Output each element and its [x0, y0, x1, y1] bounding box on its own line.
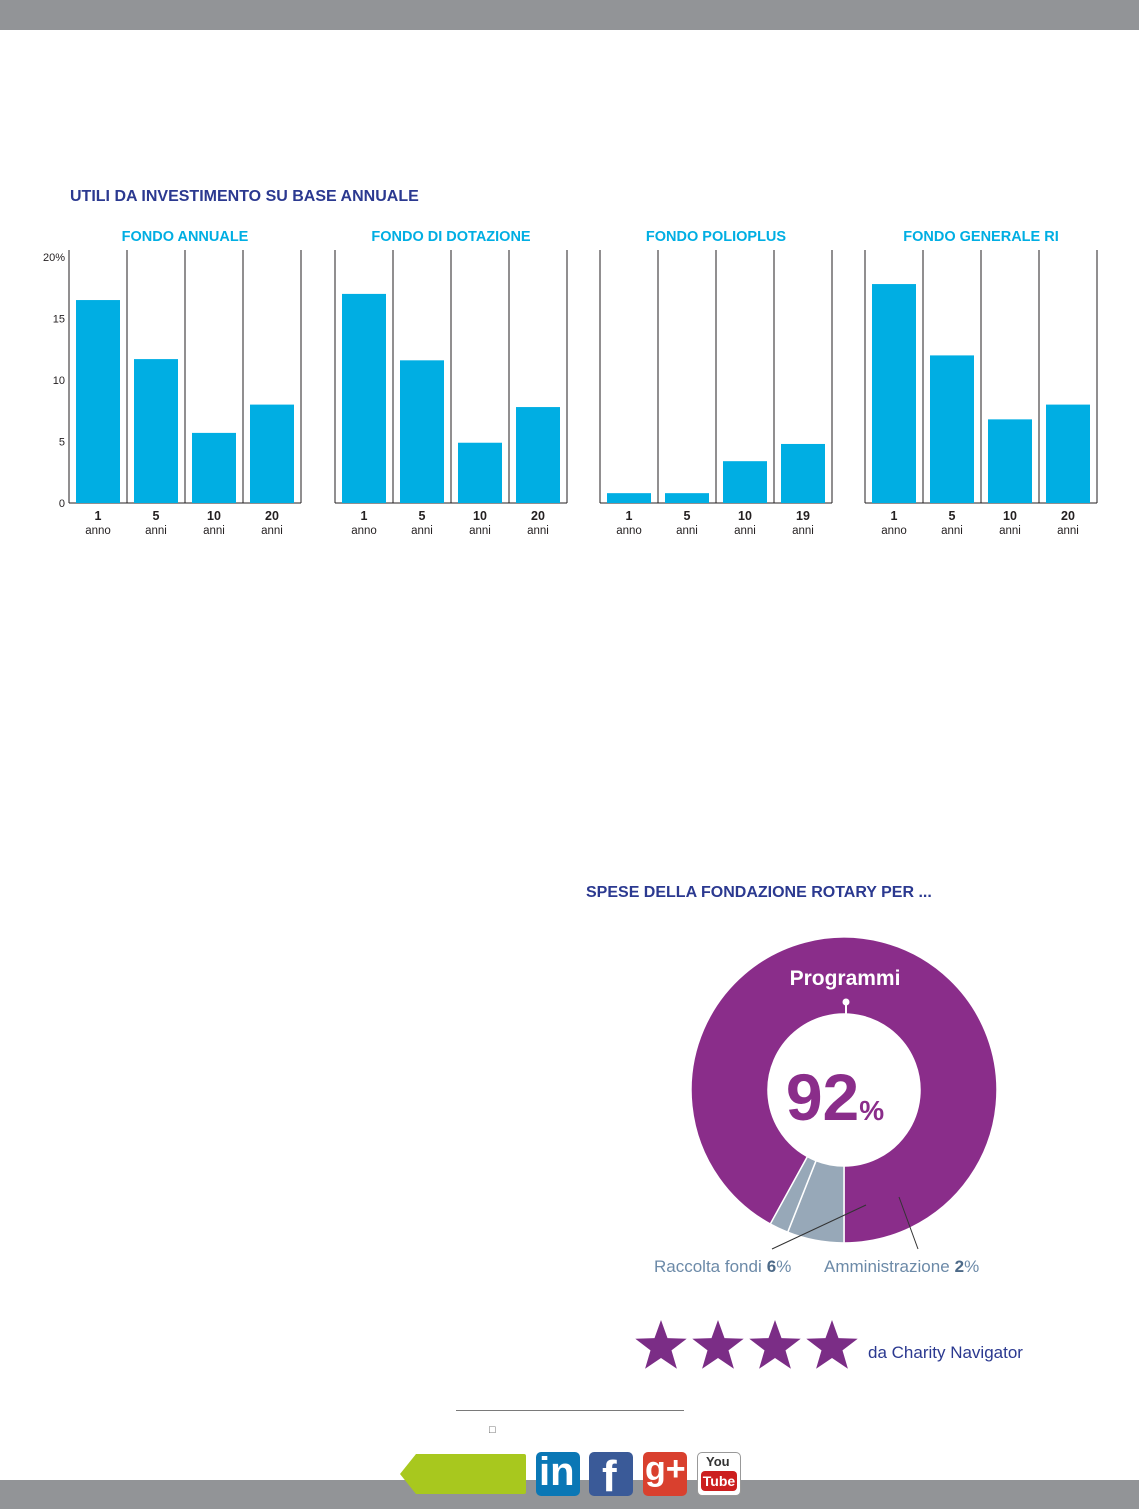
- x-tick-label: 5: [153, 509, 160, 523]
- bar: [988, 419, 1032, 503]
- raccolta-text: Raccolta fondi: [654, 1257, 762, 1276]
- x-tick-label: 20: [265, 509, 279, 523]
- x-tick-unit: anno: [616, 525, 642, 537]
- x-tick-label: 10: [207, 509, 221, 523]
- amministrazione-value: 2: [955, 1257, 964, 1276]
- rating-text: da Charity Navigator: [868, 1343, 1023, 1362]
- group-title: FONDO DI DOTAZIONE: [371, 229, 531, 245]
- footer-marker: □: [489, 1424, 496, 1436]
- star-icon: [635, 1320, 687, 1369]
- group-title: FONDO POLIOPLUS: [646, 229, 787, 245]
- x-tick-label: 1: [626, 509, 633, 523]
- x-tick-label: 5: [684, 509, 691, 523]
- slice-programmi: [690, 936, 998, 1244]
- donut-center-value: 92%: [786, 1060, 884, 1134]
- center-percent: %: [859, 1095, 884, 1126]
- amministrazione-percent: %: [964, 1257, 979, 1276]
- bar: [192, 432, 236, 503]
- youtube-top-text: You: [706, 1454, 730, 1469]
- label-programmi: Programmi: [790, 967, 901, 990]
- bar: [665, 493, 709, 503]
- x-tick-label: 10: [738, 509, 752, 523]
- x-tick-label: 10: [1003, 509, 1017, 523]
- linkedin-glyph: in: [539, 1450, 575, 1494]
- bar: [930, 355, 974, 503]
- bar: [607, 493, 651, 503]
- youtube-icon[interactable]: You Tube: [697, 1452, 741, 1496]
- group-title: FONDO ANNUALE: [122, 229, 249, 245]
- star-icon: [749, 1320, 801, 1369]
- x-tick-unit: anni: [792, 525, 814, 537]
- bar: [76, 300, 120, 503]
- facebook-icon[interactable]: f: [589, 1452, 633, 1501]
- x-tick-unit: anni: [941, 525, 963, 537]
- label-raccolta: Raccolta fondi 6%: [654, 1257, 791, 1276]
- x-tick-unit: anni: [676, 525, 698, 537]
- google-plus-glyph: g+: [645, 1450, 686, 1488]
- bar: [250, 404, 294, 503]
- x-tick-label: 1: [95, 509, 102, 523]
- bar: [342, 293, 386, 503]
- x-tick-unit: anni: [734, 525, 756, 537]
- raccolta-percent: %: [776, 1257, 791, 1276]
- amministrazione-text: Amministrazione: [824, 1257, 950, 1276]
- programmi-pointer-dot: [842, 998, 850, 1006]
- y-tick-label: 20%: [43, 252, 65, 264]
- google-plus-icon[interactable]: g+: [643, 1450, 687, 1496]
- x-tick-unit: anni: [411, 525, 433, 537]
- bar-chart-title: UTILI DA INVESTIMENTO SU BASE ANNUALE: [70, 188, 419, 205]
- star-icon: [806, 1320, 858, 1369]
- x-tick-label: 20: [1061, 509, 1075, 523]
- y-tick-label: 0: [59, 498, 65, 510]
- group-title: FONDO GENERALE RI: [903, 229, 1058, 245]
- y-tick-label: 10: [53, 375, 65, 387]
- facebook-glyph: f: [602, 1452, 617, 1501]
- raccolta-value: 6: [767, 1257, 776, 1276]
- amministrazione-pointer: [898, 1196, 919, 1250]
- x-tick-label: 1: [361, 509, 368, 523]
- center-number: 92: [786, 1060, 859, 1134]
- x-tick-label: 5: [419, 509, 426, 523]
- linkedin-icon[interactable]: in: [536, 1450, 580, 1496]
- x-tick-unit: anni: [261, 525, 283, 537]
- raccolta-pointer: [771, 1204, 867, 1250]
- x-tick-unit: anni: [145, 525, 167, 537]
- x-tick-label: 5: [949, 509, 956, 523]
- bar: [781, 443, 825, 503]
- x-tick-unit: anni: [469, 525, 491, 537]
- top-bar: [0, 0, 1139, 30]
- x-tick-unit: anni: [527, 525, 549, 537]
- donut-chart-title: SPESE DELLA FONDAZIONE ROTARY PER ...: [586, 884, 932, 901]
- slice-amministrazione: [769, 1155, 817, 1234]
- label-amministrazione: Amministrazione 2%: [824, 1257, 979, 1276]
- youtube-bottom-text: Tube: [701, 1471, 737, 1491]
- y-tick-label: 15: [53, 314, 65, 326]
- x-tick-label: 10: [473, 509, 487, 523]
- bar: [134, 359, 178, 503]
- star-icon: [692, 1320, 744, 1369]
- bar: [872, 284, 916, 503]
- footer-rule: [456, 1410, 684, 1411]
- donut-chart: Programmi 92% Raccolta fondi 6% Amministr…: [654, 936, 998, 1276]
- bar: [723, 461, 767, 503]
- x-tick-unit: anni: [999, 525, 1021, 537]
- bar: [458, 442, 502, 503]
- x-tick-label: 1: [891, 509, 898, 523]
- x-tick-unit: anno: [85, 525, 111, 537]
- tag-shape-icon[interactable]: [398, 1452, 528, 1496]
- x-tick-unit: anno: [881, 525, 907, 537]
- x-tick-unit: anni: [1057, 525, 1079, 537]
- x-tick-label: 20: [531, 509, 545, 523]
- bar: [516, 407, 560, 503]
- x-tick-unit: anno: [351, 525, 377, 537]
- x-tick-unit: anni: [203, 525, 225, 537]
- rating-stars: [635, 1320, 858, 1369]
- bar: [400, 360, 444, 503]
- bar: [1046, 404, 1090, 503]
- y-tick-label: 5: [59, 437, 65, 449]
- x-tick-label: 19: [796, 509, 810, 523]
